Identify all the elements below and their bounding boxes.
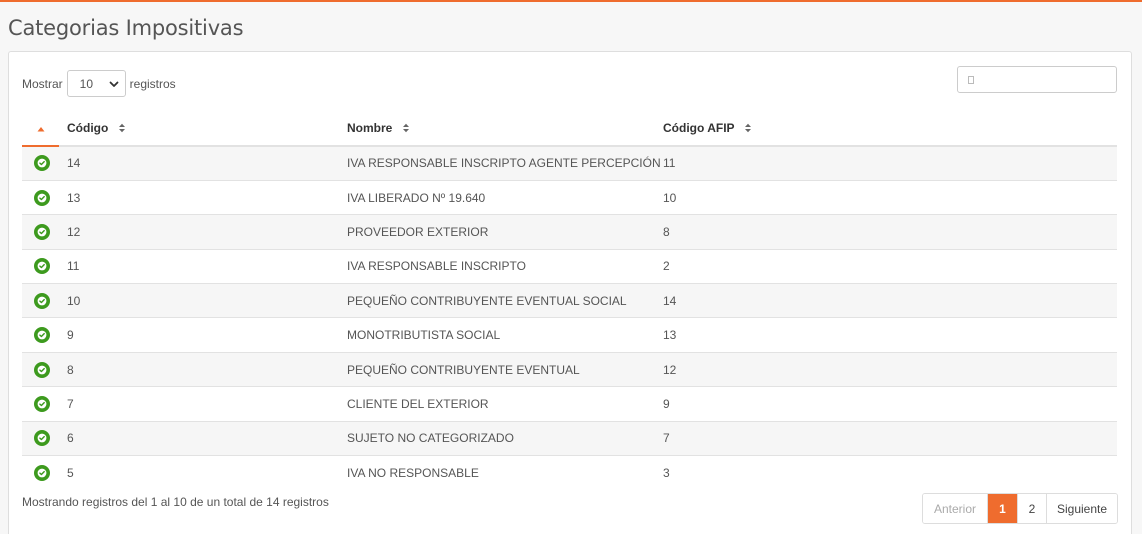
categories-table: Código Nombre Código AFIP (22, 110, 1117, 490)
afip-column-header[interactable]: Código AFIP (663, 110, 1117, 147)
codigo-cell: 12 (59, 214, 347, 250)
check-circle-icon[interactable] (33, 395, 51, 413)
status-cell (22, 146, 59, 181)
table-row[interactable]: 6 SUJETO NO CATEGORIZADO 7 (22, 421, 1117, 457)
nombre-cell: PROVEEDOR EXTERIOR (347, 214, 663, 250)
status-cell (22, 317, 59, 353)
table-row[interactable]: 5 IVA NO RESPONSABLE 3 (22, 455, 1117, 490)
status-column-header[interactable] (22, 110, 59, 147)
page-length-value: 10 (79, 76, 94, 91)
check-circle-icon[interactable] (33, 464, 51, 482)
sort-asc-icon (37, 126, 44, 131)
table-info: Mostrando registros del 1 al 10 de un to… (22, 495, 329, 509)
page-title: Categorias Impositivas (8, 16, 244, 40)
chevron-down-icon (109, 81, 119, 87)
codigo-cell: 14 (59, 146, 347, 181)
codigo-column-header[interactable]: Código (59, 110, 347, 147)
check-circle-icon[interactable] (33, 154, 51, 172)
status-cell (22, 249, 59, 285)
table-body: 14 IVA RESPONSABLE INSCRIPTO AGENTE PERCE… (22, 146, 1117, 490)
sort-icon (118, 124, 125, 133)
check-circle-icon[interactable] (33, 429, 51, 447)
codigo-cell: 8 (59, 352, 347, 388)
pagination: Anterior 1 2 Siguiente (922, 493, 1118, 524)
sort-icon (402, 124, 409, 133)
afip-cell: 2 (663, 249, 1117, 285)
status-cell (22, 352, 59, 388)
status-cell (22, 180, 59, 216)
table-row[interactable]: 8 PEQUEÑO CONTRIBUYENTE EVENTUAL 12 (22, 352, 1117, 388)
nombre-cell: PEQUEÑO CONTRIBUYENTE EVENTUAL (347, 352, 663, 388)
afip-cell: 8 (663, 214, 1117, 250)
afip-cell: 9 (663, 386, 1117, 422)
afip-cell: 7 (663, 421, 1117, 457)
table-row[interactable]: 14 IVA RESPONSABLE INSCRIPTO AGENTE PERCE… (22, 146, 1117, 181)
top-accent-bar (0, 0, 1142, 2)
codigo-cell: 10 (59, 283, 347, 319)
pagination-prev-button[interactable]: Anterior (923, 494, 988, 523)
nombre-column-header[interactable]: Nombre (347, 110, 663, 147)
search-icon (968, 75, 974, 84)
table-header-row: Código Nombre Código AFIP (22, 110, 1117, 147)
nombre-cell: IVA LIBERADO Nº 19.640 (347, 180, 663, 216)
length-menu: Mostrar 10 registros (22, 70, 176, 97)
table-panel: Mostrar 10 registros Código (8, 51, 1132, 534)
table-row[interactable]: 11 IVA RESPONSABLE INSCRIPTO 2 (22, 249, 1117, 285)
codigo-cell: 5 (59, 455, 347, 490)
check-circle-icon[interactable] (33, 189, 51, 207)
nombre-cell: IVA NO RESPONSABLE (347, 455, 663, 490)
codigo-cell: 13 (59, 180, 347, 216)
check-circle-icon[interactable] (33, 326, 51, 344)
nombre-cell: CLIENTE DEL EXTERIOR (347, 386, 663, 422)
table-row[interactable]: 13 IVA LIBERADO Nº 19.640 10 (22, 180, 1117, 216)
afip-cell: 12 (663, 352, 1117, 388)
nombre-cell: IVA RESPONSABLE INSCRIPTO AGENTE PERCEPC… (347, 146, 663, 181)
status-cell (22, 421, 59, 457)
table-row[interactable]: 10 PEQUEÑO CONTRIBUYENTE EVENTUAL SOCIAL 1… (22, 283, 1117, 319)
table-row[interactable]: 12 PROVEEDOR EXTERIOR 8 (22, 214, 1117, 250)
afip-cell: 10 (663, 180, 1117, 216)
codigo-cell: 7 (59, 386, 347, 422)
check-circle-icon[interactable] (33, 361, 51, 379)
afip-cell: 14 (663, 283, 1117, 319)
status-cell (22, 283, 59, 319)
pagination-page-1[interactable]: 1 (988, 494, 1018, 523)
nombre-header-label: Nombre (347, 120, 393, 135)
afip-cell: 3 (663, 455, 1117, 490)
status-cell (22, 214, 59, 250)
table-row[interactable]: 9 MONOTRIBUTISTA SOCIAL 13 (22, 317, 1117, 353)
afip-header-label: Código AFIP (663, 120, 735, 135)
check-circle-icon[interactable] (33, 223, 51, 241)
status-cell (22, 455, 59, 490)
search-box[interactable] (957, 66, 1117, 93)
sort-icon (744, 124, 751, 133)
pagination-page-2[interactable]: 2 (1018, 494, 1047, 523)
afip-cell: 13 (663, 317, 1117, 353)
search-input[interactable] (978, 72, 1098, 87)
codigo-cell: 6 (59, 421, 347, 457)
nombre-cell: IVA RESPONSABLE INSCRIPTO (347, 249, 663, 285)
length-prefix: Mostrar (22, 76, 63, 91)
page-length-select[interactable]: 10 (66, 70, 126, 97)
check-circle-icon[interactable] (33, 257, 51, 275)
table-row[interactable]: 7 CLIENTE DEL EXTERIOR 9 (22, 386, 1117, 422)
check-circle-icon[interactable] (33, 292, 51, 310)
afip-cell: 11 (663, 146, 1117, 181)
nombre-cell: MONOTRIBUTISTA SOCIAL (347, 317, 663, 353)
nombre-cell: SUJETO NO CATEGORIZADO (347, 421, 663, 457)
pagination-next-button[interactable]: Siguiente (1047, 494, 1117, 523)
codigo-cell: 9 (59, 317, 347, 353)
nombre-cell: PEQUEÑO CONTRIBUYENTE EVENTUAL SOCIAL (347, 283, 663, 319)
codigo-cell: 11 (59, 249, 347, 285)
codigo-header-label: Código (67, 120, 109, 135)
length-suffix: registros (129, 76, 176, 91)
status-cell (22, 386, 59, 422)
